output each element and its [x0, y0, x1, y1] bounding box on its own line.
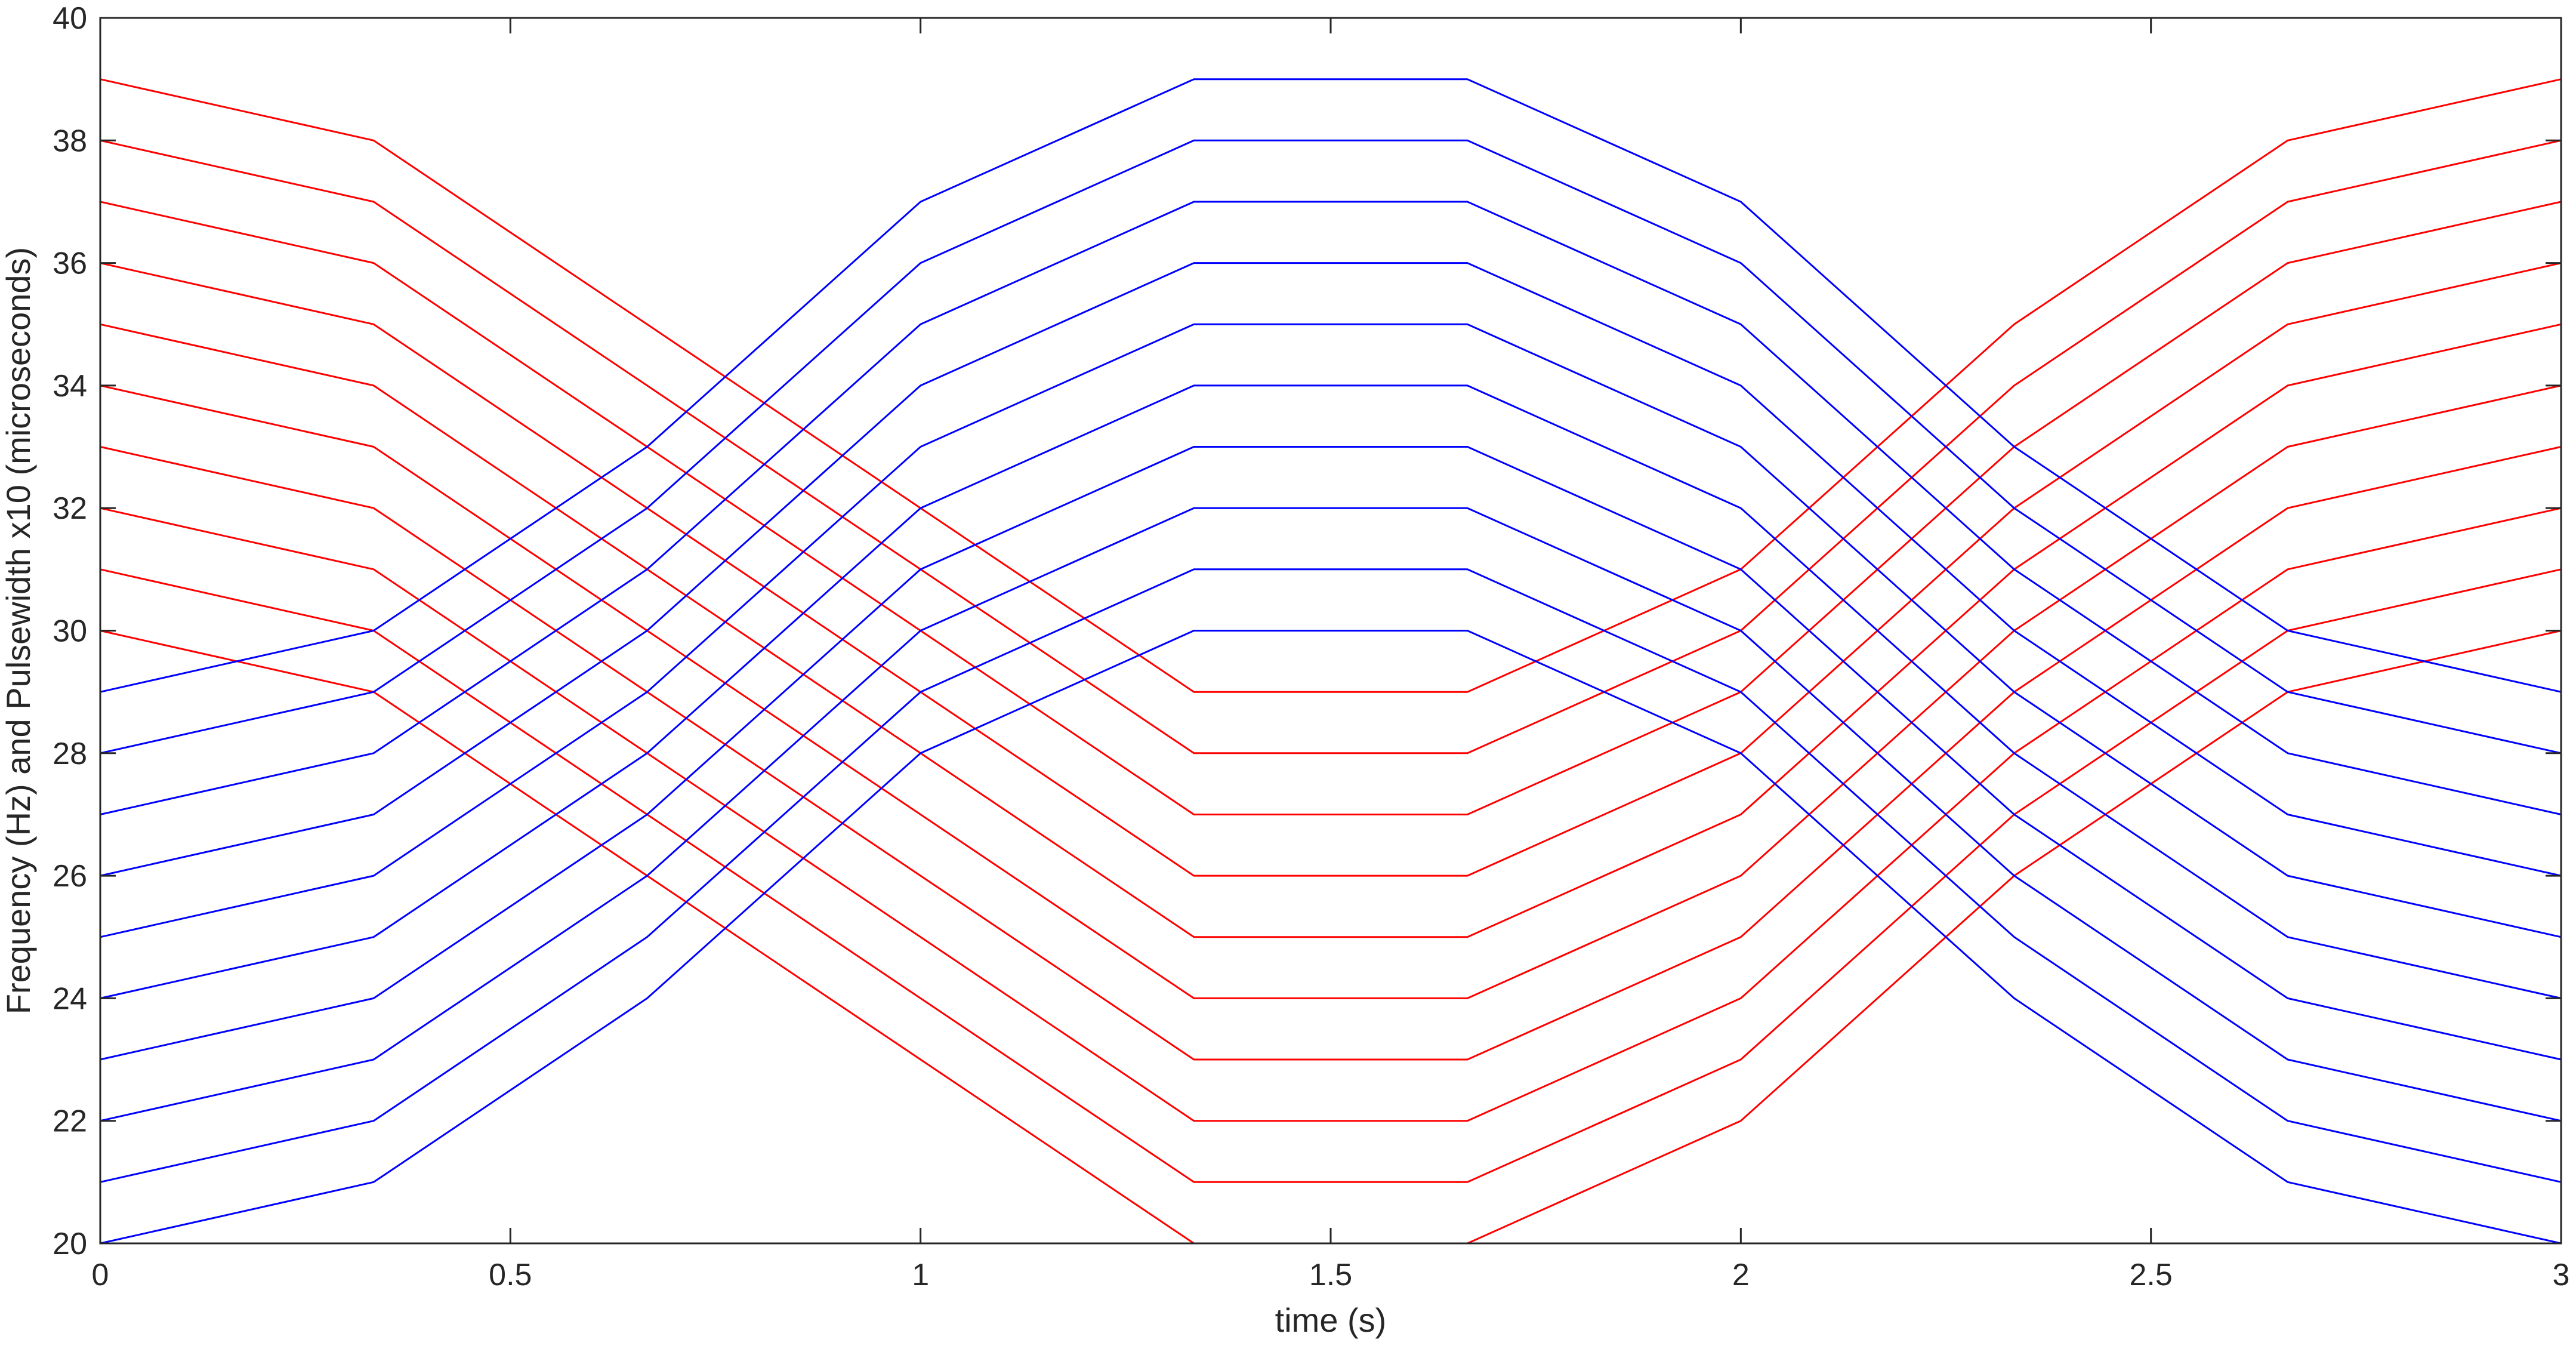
y-tick-label: 20 [53, 1227, 87, 1261]
y-tick-label: 22 [53, 1104, 87, 1139]
series-line-blue-19 [100, 139, 2562, 755]
x-tick-label: 0.5 [489, 1258, 532, 1292]
x-tick-label: 1.5 [1309, 1258, 1352, 1292]
series-line-red-10 [100, 78, 2562, 693]
y-tick-label: 40 [53, 1, 87, 36]
y-tick-label: 32 [53, 491, 87, 526]
x-tick-label: 1 [912, 1258, 929, 1292]
x-tick-label: 2 [1732, 1258, 1750, 1292]
series-line-blue-14 [100, 446, 2562, 1061]
series-line-red-8 [100, 201, 2562, 815]
y-tick-label: 38 [53, 124, 87, 158]
series-line-blue-16 [100, 323, 2562, 938]
x-tick-label: 2.5 [2130, 1258, 2173, 1292]
series-line-blue-11 [100, 630, 2562, 1245]
tick-marks [99, 17, 2562, 1245]
series-line-blue-12 [100, 568, 2562, 1183]
series-line-red-6 [100, 323, 2562, 938]
x-tick-label: 3 [2553, 1258, 2570, 1292]
y-tick-label: 36 [53, 247, 87, 281]
y-tick-labels: 20 22 24 26 28 30 32 34 36 38 40 [53, 1, 87, 1261]
y-tick-label: 24 [53, 981, 87, 1016]
x-tick-label: 0 [92, 1258, 109, 1292]
y-tick-label: 34 [53, 369, 87, 404]
x-tick-labels: 0 0.5 1 1.5 2 2.5 3 [92, 1258, 2570, 1292]
series-layer [100, 78, 2562, 1245]
y-axis-title: Frequency (Hz) and Pulsewidth x10 (micro… [0, 247, 37, 1014]
x-axis-title: time (s) [1275, 1301, 1387, 1339]
series-line-red-9 [100, 139, 2562, 755]
y-tick-label: 28 [53, 737, 87, 771]
series-line-blue-18 [100, 201, 2562, 815]
y-tick-label: 30 [53, 614, 87, 649]
series-line-red-7 [100, 262, 2562, 877]
y-tick-label: 26 [53, 859, 87, 894]
series-line-blue-15 [100, 384, 2562, 999]
series-line-blue-13 [100, 507, 2562, 1122]
series-line-blue-17 [100, 262, 2562, 877]
series-line-blue-20 [100, 78, 2562, 693]
